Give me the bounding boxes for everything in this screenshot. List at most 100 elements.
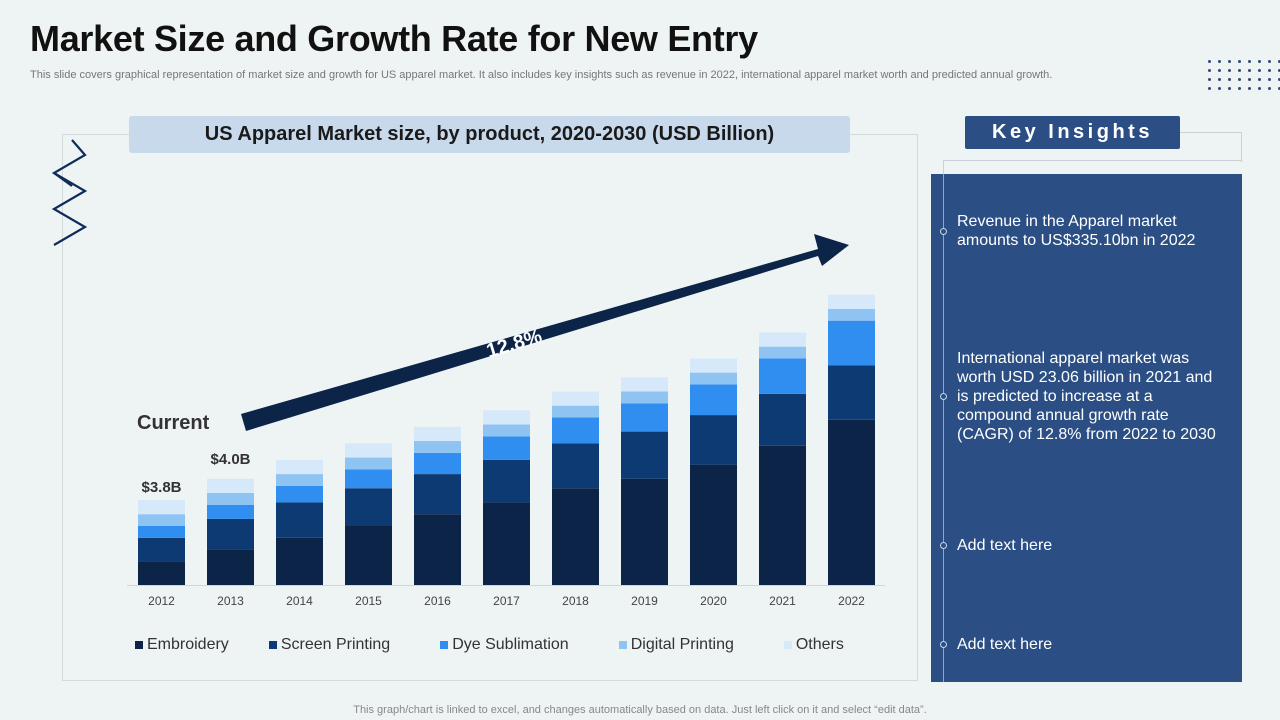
bar-segment-others	[552, 391, 599, 406]
bar-segment-dye-sublimation	[828, 320, 875, 366]
legend-item: Embroidery	[135, 636, 229, 654]
dot	[1208, 69, 1211, 72]
bar-segment-embroidery	[552, 488, 599, 585]
current-label: Current	[137, 412, 210, 434]
bar-segment-dye-sublimation	[414, 452, 461, 475]
dot	[1208, 60, 1211, 63]
key-insights-panel	[931, 174, 1242, 682]
legend-swatch	[783, 641, 792, 649]
dot	[1258, 69, 1261, 72]
insight-item: Add text here	[957, 636, 1053, 653]
bar-segment-others	[345, 443, 392, 458]
bar-segment-others	[276, 459, 323, 475]
dot	[1238, 87, 1241, 90]
zigzag-icon	[51, 139, 88, 246]
timeline-dot	[940, 393, 947, 400]
bar-segment-digital-printing	[759, 346, 806, 359]
header-bracket	[1180, 132, 1242, 162]
decorative-dot-grid	[1208, 60, 1280, 90]
bar-segment-digital-printing	[552, 405, 599, 418]
bar-segment-digital-printing	[483, 424, 530, 437]
dot	[1218, 60, 1221, 63]
bar-segment-screen-printing	[690, 415, 737, 465]
legend-label: Others	[795, 636, 844, 653]
legend-label: Screen Printing	[280, 636, 391, 653]
bar-segment-screen-printing	[483, 459, 530, 503]
insight-item: International apparel market was worth U…	[957, 350, 1216, 443]
bar-segment-digital-printing	[414, 441, 461, 453]
bar-segment-others	[138, 500, 185, 515]
legend-swatch	[135, 641, 143, 649]
bar-segment-embroidery	[207, 549, 254, 585]
page-subtitle: This slide covers graphical representati…	[30, 69, 1053, 81]
timeline-line	[943, 174, 944, 682]
dot	[1218, 69, 1221, 72]
bar-segment-dye-sublimation	[690, 384, 737, 416]
x-tick-label: 2015	[355, 594, 382, 608]
legend-item: Dye Sublimation	[440, 636, 569, 654]
bar-segment-embroidery	[414, 514, 461, 585]
bar-segment-screen-printing	[828, 365, 875, 420]
dot	[1218, 78, 1221, 81]
timeline-dot	[940, 641, 947, 648]
bar-segment-others	[690, 358, 737, 373]
bar-segment-embroidery	[483, 502, 530, 585]
x-tick-label: 2012	[148, 594, 175, 608]
bar-segment-digital-printing	[207, 492, 254, 505]
x-tick-label: 2017	[493, 594, 520, 608]
dot	[1228, 60, 1231, 63]
dot	[1258, 60, 1261, 63]
x-tick-label: 2021	[769, 594, 796, 608]
x-tick-label: 2019	[631, 594, 658, 608]
legend-item: Others	[783, 636, 844, 654]
bar-segment-embroidery	[276, 537, 323, 585]
bar-segment-others	[483, 410, 530, 425]
dot	[1238, 78, 1241, 81]
dot	[1248, 60, 1251, 63]
dot	[1218, 87, 1221, 90]
dot	[1268, 60, 1271, 63]
bar-segment-embroidery	[759, 445, 806, 585]
timeline-dot	[940, 228, 947, 235]
timeline-dot	[940, 542, 947, 549]
bar-segment-dye-sublimation	[138, 526, 185, 538]
bar-segment-digital-printing	[138, 514, 185, 526]
bar-segment-embroidery	[345, 526, 392, 585]
dot	[1268, 69, 1271, 72]
dot	[1258, 78, 1261, 81]
x-tick-label: 2014	[286, 594, 313, 608]
legend-label: Dye Sublimation	[452, 636, 569, 653]
bar-segment-digital-printing	[690, 372, 737, 385]
x-tick-label: 2020	[700, 594, 727, 608]
dot	[1248, 87, 1251, 90]
dot	[1228, 87, 1231, 90]
bar-segment-digital-printing	[345, 457, 392, 470]
growth-arrow	[241, 234, 849, 431]
chart-legend: Embroidery Screen Printing Dye Sublimation…	[135, 636, 864, 654]
key-insights-header: Key Insights	[965, 116, 1180, 149]
data-label: $4.0B	[210, 451, 250, 468]
bar-segment-screen-printing	[621, 431, 668, 479]
bar-segment-screen-printing	[276, 502, 323, 538]
x-tick-label: 2013	[217, 594, 244, 608]
dot	[1238, 60, 1241, 63]
dot	[1248, 69, 1251, 72]
dot	[1228, 78, 1231, 81]
legend-label: Digital Printing	[630, 636, 734, 653]
legend-label: Embroidery	[147, 636, 229, 653]
growth-label: 12.8%	[484, 325, 545, 362]
legend-swatch	[268, 641, 277, 649]
bar-segment-others	[759, 332, 806, 347]
bar-segment-embroidery	[138, 561, 185, 585]
bar-segment-screen-printing	[552, 443, 599, 489]
dot	[1278, 60, 1280, 63]
x-tick-label: 2016	[424, 594, 451, 608]
footnote: This graph/chart is linked to excel, and…	[353, 704, 927, 716]
bar-segment-dye-sublimation	[345, 469, 392, 489]
bar-segment-screen-printing	[414, 474, 461, 515]
dot	[1278, 78, 1280, 81]
bar-segment-others	[828, 294, 875, 309]
x-tick-label: 2018	[562, 594, 589, 608]
bar-segment-screen-printing	[345, 488, 392, 526]
